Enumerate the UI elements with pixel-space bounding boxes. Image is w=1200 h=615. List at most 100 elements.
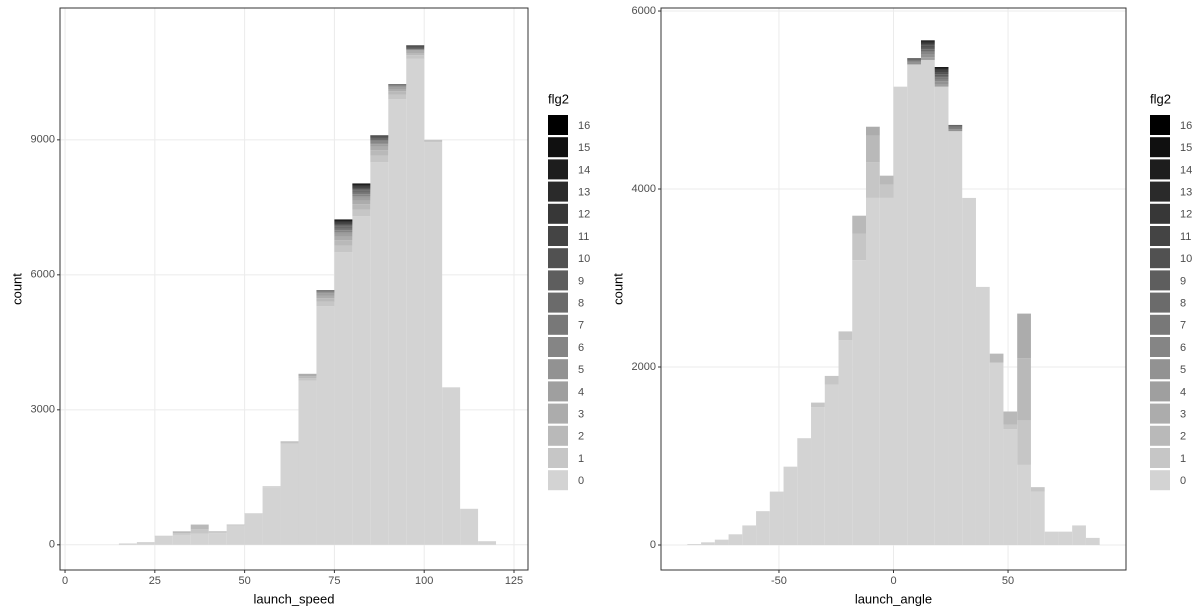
legend-label: 15 [578,142,590,154]
bar [797,438,812,545]
bar [226,525,245,545]
bar [424,139,443,141]
legend-swatch [1150,337,1170,357]
bar [352,197,371,201]
bar [907,60,921,62]
legend-label: 7 [1180,320,1186,332]
bar [388,84,407,86]
bar [1044,531,1059,545]
bar [866,197,880,545]
bar [920,51,935,53]
legend-label: 14 [1180,164,1192,176]
bar [316,290,335,292]
bar [989,362,1004,545]
bar [879,184,894,198]
legend-label: 9 [1180,275,1186,287]
bar [934,67,949,68]
y-axis-title: count [610,273,625,305]
bar [934,69,949,71]
legend-label: 1 [1180,453,1186,465]
x-axis-title: launch_speed [254,591,335,606]
bar [352,183,371,185]
legend-swatch [548,314,568,335]
bar [352,190,371,193]
bar [388,88,407,92]
legend-swatch [1150,425,1170,446]
bar [316,291,335,292]
legend-swatch [1150,292,1170,313]
bar [352,189,371,191]
legend-label: 6 [578,342,584,354]
bar [934,79,949,82]
bar [334,230,353,233]
bar [388,99,407,545]
bar [948,127,963,129]
bar [298,374,317,377]
bar [907,61,921,63]
bar [948,128,963,130]
bar [1030,487,1045,492]
bar [920,44,935,46]
legend-swatch [1150,159,1170,180]
legend-swatch [1150,314,1170,335]
bar [879,197,894,545]
legend-swatch [1150,448,1170,468]
bar [687,544,702,545]
bar [701,542,715,545]
bar [1003,411,1018,425]
y-tick-label: 4000 [632,183,656,195]
legend-label: 12 [578,209,590,221]
legend-swatch [548,425,568,446]
panel-border [660,7,1127,571]
bar [948,126,963,128]
bar [920,43,935,44]
bar [852,233,867,261]
bar [811,402,825,408]
bar [244,513,263,545]
bar [756,511,770,545]
bar [370,142,389,145]
legend-label: 2 [578,431,584,443]
bar [352,196,371,198]
bar [352,194,371,197]
bar [280,443,299,545]
bar [298,380,317,545]
bar [824,384,839,545]
bar [728,534,743,545]
bar [118,543,137,545]
legend-swatch [1150,181,1170,202]
bar [934,81,949,85]
legend-swatch [548,270,568,291]
bar [370,146,389,151]
bar [334,223,353,224]
y-axis-title: count [9,273,24,305]
legend-label: 3 [578,409,584,421]
bar [948,129,963,132]
bar [352,185,371,187]
bar [208,531,227,533]
legend-swatch [548,159,568,180]
legend-label: 7 [578,320,584,332]
bar [948,125,963,127]
bar [1072,525,1086,545]
bar [352,216,371,545]
bar [1003,429,1018,545]
legend-swatch [548,203,568,224]
bar [352,204,371,210]
bar [262,487,281,545]
legend-swatch [548,137,568,158]
y-tick-label: 0 [49,539,55,551]
bar [920,54,935,58]
bar [866,162,880,198]
x-tick-label: 0 [890,575,896,587]
legend-label: 3 [1180,409,1186,421]
legend-swatch [548,181,568,202]
legend-swatch [548,248,568,269]
legend-label: 0 [578,475,584,487]
legend-swatch [1150,359,1170,380]
bar [370,155,389,163]
bar [334,240,353,246]
bar [742,525,757,545]
bar [316,295,335,299]
bar [190,524,209,530]
